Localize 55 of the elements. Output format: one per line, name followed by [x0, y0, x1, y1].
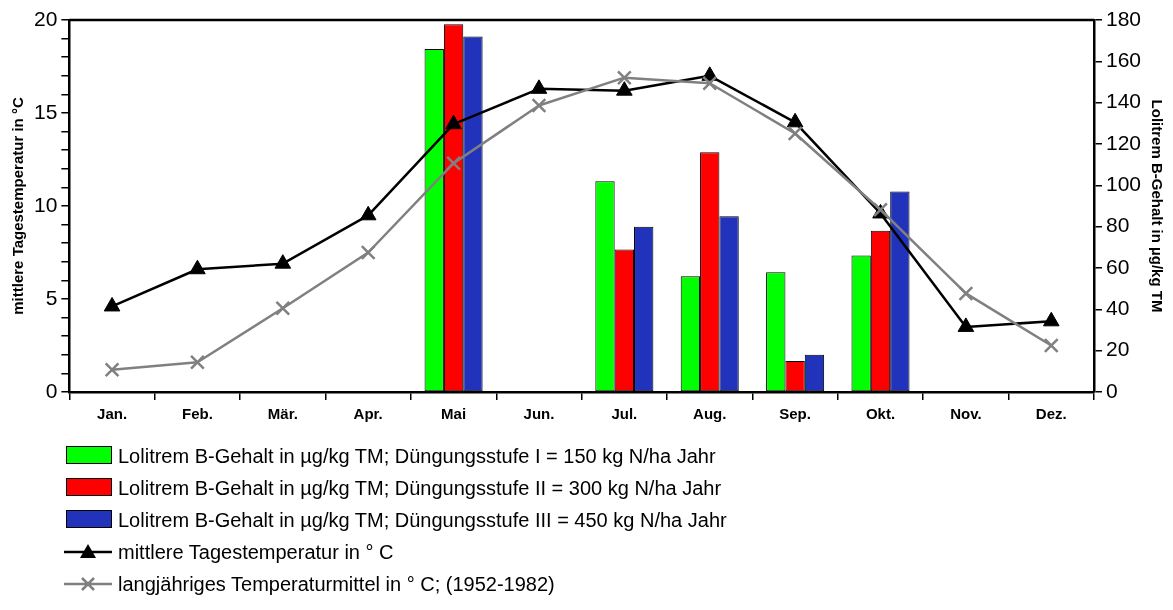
y2-tick-label: 180 [1105, 6, 1142, 30]
point [274, 254, 292, 269]
point [702, 75, 718, 91]
point [359, 205, 377, 221]
legend-label: Lolitrem B-Gehalt in µg/kg TM; Düngungsstufe III = 450 kg N/ha Jahr [118, 508, 727, 532]
point [957, 317, 975, 332]
y2-tick-label: 140 [1105, 89, 1142, 113]
x-tick-label: Mär. [267, 405, 298, 423]
y2-tick-label: 60 [1105, 254, 1130, 278]
point [445, 114, 462, 130]
x-tick-label: Apr. [353, 405, 383, 423]
point [616, 81, 633, 96]
point [786, 112, 804, 128]
y2-tick-label: 80 [1105, 213, 1130, 237]
legend-label: langjähriges Temperaturmittel in ° C; (1952-1982) [118, 572, 555, 596]
point [103, 296, 121, 312]
point [360, 244, 376, 261]
legend-label: Lolitrem B-Gehalt in µg/kg TM; Düngungsstufe I = 150 kg N/ha Jahr [118, 444, 716, 468]
x-tick-label: Feb. [182, 405, 213, 423]
y-axis-title: mittlere Tagestemperatur in °C [9, 97, 27, 315]
y2-tick-label: 160 [1105, 48, 1142, 72]
point [275, 300, 291, 316]
y-tick-label: 10 [34, 192, 58, 216]
x-tick-label: Jul. [611, 405, 638, 423]
x-tick-label: Jan. [97, 405, 128, 423]
y-tick-label: 0 [45, 378, 58, 402]
point [189, 354, 206, 370]
point [104, 362, 120, 378]
y2-tick-label: 40 [1105, 296, 1130, 320]
x-tick-label: Aug. [693, 405, 727, 423]
point [958, 285, 974, 302]
point [1042, 311, 1060, 327]
point [445, 155, 462, 171]
x-tick-label: Nov. [950, 405, 982, 423]
point [530, 79, 548, 94]
y2-tick-label: 0 [1105, 378, 1118, 402]
y2-tick-label: 20 [1105, 337, 1130, 361]
point [189, 259, 206, 275]
y-tick-label: 20 [34, 6, 58, 30]
point [531, 97, 547, 114]
legend-label: mittlere Tagestemperatur in ° C [118, 540, 394, 564]
point [1043, 337, 1059, 354]
y-tick-label: 5 [45, 285, 58, 309]
x-tick-label: Okt. [865, 405, 896, 423]
x-tick-label: Dez. [1035, 405, 1067, 423]
y2-tick-label: 100 [1105, 172, 1142, 196]
y-tick-label: 15 [34, 99, 58, 123]
point [787, 125, 803, 142]
legend-label: Lolitrem B-Gehalt in µg/kg TM; Düngungsstufe II = 300 kg N/ha Jahr [118, 476, 722, 500]
y2-tick-label: 120 [1105, 130, 1142, 154]
x-tick-label: Sep. [779, 405, 811, 423]
point [616, 70, 632, 86]
y2-axis-title: Lolitrem B-Gehalt in µg/kg TM [1148, 99, 1166, 313]
x-tick-label: Mai [441, 405, 467, 423]
x-tick-label: Jun. [523, 405, 555, 423]
